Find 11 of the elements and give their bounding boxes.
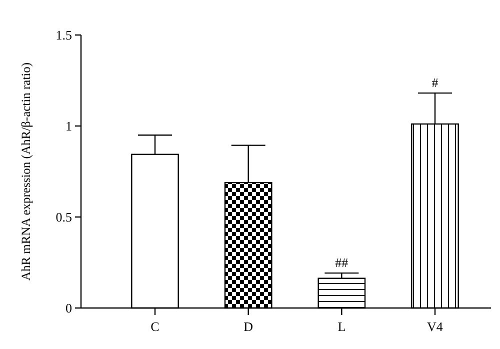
x-tick-label: V4 bbox=[427, 319, 444, 334]
y-axis-title: AhR mRNA expression (AhR/β-actin ratio) bbox=[19, 62, 33, 281]
y-tick-label: 0.5 bbox=[56, 210, 72, 225]
y-tick-label: 0 bbox=[66, 300, 72, 316]
x-tick-label: L bbox=[338, 319, 346, 334]
x-tick-label: D bbox=[244, 319, 254, 334]
annotation: # bbox=[432, 75, 439, 90]
annotation: ## bbox=[335, 255, 349, 270]
x-tick-label: C bbox=[150, 319, 160, 334]
y-tick-label: 1 bbox=[66, 118, 72, 134]
y-tick-label: 1.5 bbox=[56, 28, 72, 43]
